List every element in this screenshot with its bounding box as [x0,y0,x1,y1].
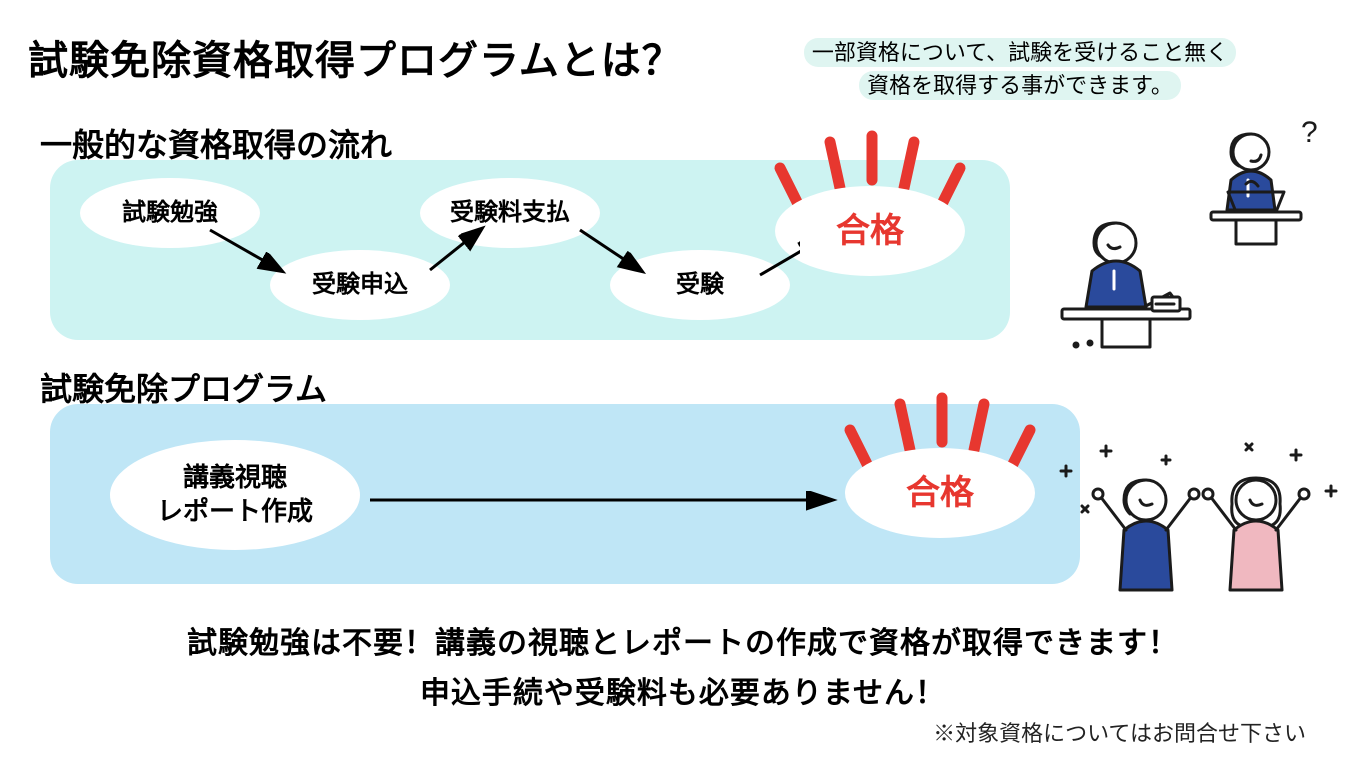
arrow-section2 [360,480,850,520]
goal-pass-2: 合格 [845,448,1035,538]
bottom-line-2: 申込手続や受験料も必要ありません！ [0,668,1366,712]
top-note-line2: 資格を取得する事ができます。 [859,71,1181,100]
students-studying-icon: ? [1056,120,1336,370]
arrows-section1 [60,170,800,350]
page-title: 試験免除資格取得プログラムとは？ [28,28,683,86]
footnote: ※対象資格についてはお問合せ下さい [933,716,1306,748]
step-lecture: 講義視聴 [157,461,313,495]
bottom-line-1: 試験勉強は不要！講義の視聴とレポートの作成で資格が取得できます！ [0,618,1366,662]
step-lecture-report: 講義視聴 レポート作成 [110,440,360,550]
svg-text:?: ? [1301,120,1318,149]
step-report: レポート作成 [157,495,313,529]
top-note-line1: 一部資格について、試験を受けること無く [804,38,1236,67]
goal-pass-1: 合格 [775,186,965,276]
top-note: 一部資格について、試験を受けること無く 資格を取得する事ができます。 [740,30,1300,108]
people-cheering-icon [1046,436,1346,616]
